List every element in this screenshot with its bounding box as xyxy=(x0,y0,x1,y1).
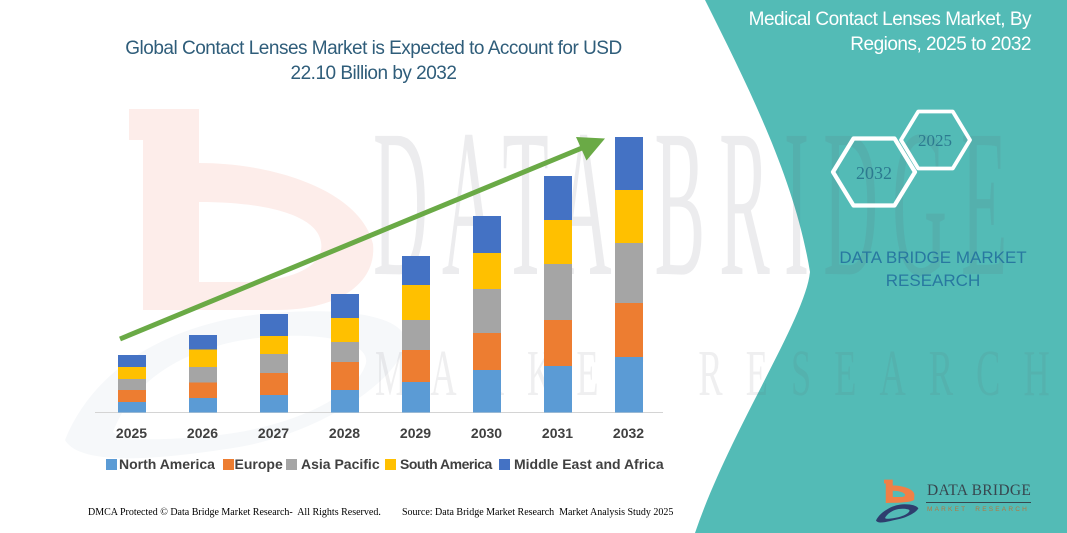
svg-text:2032: 2032 xyxy=(856,163,892,183)
svg-text:2025: 2025 xyxy=(918,131,952,150)
